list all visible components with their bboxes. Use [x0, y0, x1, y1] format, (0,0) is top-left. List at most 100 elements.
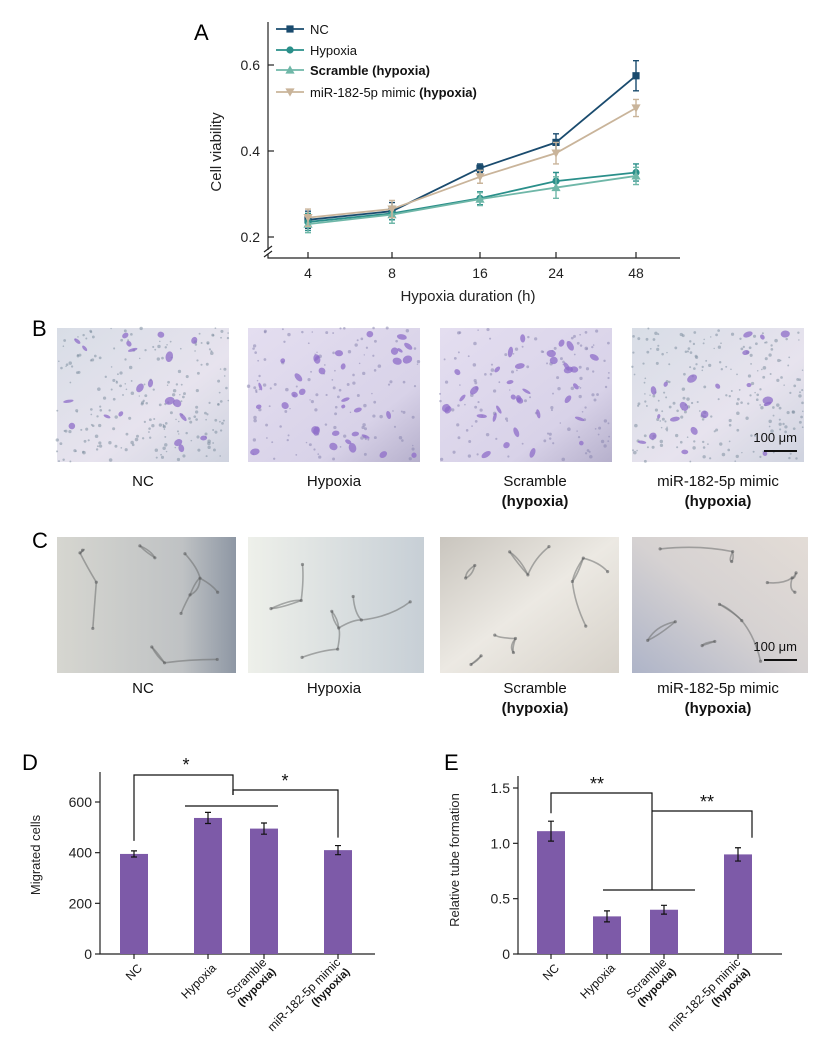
tube-node	[150, 645, 154, 649]
cell-dot	[660, 426, 663, 429]
migrated-cell	[386, 410, 392, 420]
cell-dot	[684, 350, 688, 353]
caption-tube-scramble-hypoxia: (hypoxia)	[502, 700, 569, 717]
cell-dot	[295, 454, 298, 456]
migrated-cell	[469, 386, 479, 395]
cell-dot	[128, 365, 133, 370]
migrated-cell	[178, 444, 185, 453]
migrated-cell	[411, 452, 417, 458]
cell-dot	[474, 405, 478, 409]
cell-dot	[398, 436, 403, 440]
cell-dot	[393, 425, 397, 428]
cell-dot	[735, 402, 739, 406]
cell-dot	[770, 344, 773, 347]
chart-e-ytick-label: 1.5	[491, 780, 511, 796]
migrated-cell	[563, 366, 573, 374]
cell-dot	[713, 430, 716, 433]
cell-dot	[453, 356, 457, 360]
cell-dot	[654, 408, 659, 412]
cell-dot	[776, 403, 780, 407]
cell-dot	[149, 436, 152, 439]
tube-node	[646, 638, 650, 642]
cell-dot	[801, 389, 804, 392]
cell-dot	[220, 329, 224, 333]
cell-dot	[774, 338, 778, 343]
cell-dot	[362, 371, 366, 376]
cell-dot	[405, 329, 410, 333]
tube-node	[408, 600, 412, 604]
micrograph-tube-scramble	[440, 537, 619, 673]
tube-node	[793, 590, 797, 594]
cell-dot	[765, 341, 768, 344]
cell-dot	[659, 420, 662, 422]
cell-dot	[205, 455, 208, 458]
cell-dot	[138, 357, 141, 360]
tube-captions: NC Hypoxia Scramble (hypoxia) miR-182-5p…	[132, 680, 779, 717]
migrated-cell	[281, 402, 289, 410]
cell-dot	[559, 422, 562, 424]
cell-dot	[94, 434, 99, 438]
cell-dot	[689, 340, 692, 343]
cell-dot	[772, 451, 775, 454]
micrograph-tube-hypoxia	[248, 537, 424, 673]
cell-dot	[498, 381, 501, 384]
caption-migration-mimic: miR-182-5p mimic	[657, 473, 779, 490]
triangle-up-marker-icon	[285, 65, 295, 74]
chart-d-ytick-label: 400	[69, 845, 93, 861]
cell-dot	[196, 371, 200, 375]
cell-dot	[120, 338, 124, 342]
cell-dot	[725, 394, 728, 397]
cell-dot	[668, 380, 671, 384]
cell-dot	[738, 389, 741, 391]
cell-dot	[693, 440, 696, 443]
migrated-cell	[529, 448, 536, 458]
cell-dot	[443, 358, 446, 361]
cell-dot	[62, 345, 65, 348]
cell-dot	[737, 397, 740, 401]
cell-dot	[686, 397, 690, 401]
tube-node	[337, 626, 341, 630]
cell-dot	[195, 410, 199, 414]
cell-dot	[332, 332, 335, 334]
cell-dot	[607, 372, 610, 374]
migrated-cell	[334, 350, 344, 357]
cell-dot	[701, 418, 705, 421]
migrated-cell	[341, 404, 346, 409]
bar-chart-migrated-cells: Migrated cells 0 200 400 600 NC Hypoxia Scramb…	[28, 755, 375, 1034]
caption-tube-mimic: miR-182-5p mimic	[657, 680, 779, 697]
cell-dot	[439, 399, 442, 403]
cell-dot	[661, 417, 665, 421]
cell-dot	[333, 425, 337, 430]
migrated-cell	[669, 416, 680, 422]
cell-dot	[372, 326, 375, 330]
cell-dot	[152, 388, 155, 391]
cell-dot	[646, 350, 650, 354]
cell-dot	[651, 445, 655, 449]
cell-dot	[739, 337, 742, 340]
cell-dot	[595, 329, 599, 333]
cell-dot	[750, 434, 753, 437]
cell-dot	[364, 427, 368, 431]
cell-dot	[131, 443, 135, 447]
cell-dot	[377, 364, 382, 368]
cell-dot	[68, 361, 72, 365]
migrated-cell	[313, 354, 321, 364]
cell-dot	[313, 448, 316, 451]
cell-dot	[89, 359, 93, 362]
cell-dot	[464, 403, 466, 406]
migration-micrographs: 100 μm	[55, 326, 804, 463]
cell-dot	[748, 346, 752, 350]
tube-network-texture	[78, 544, 798, 667]
cell-dot	[311, 331, 314, 333]
cell-dot	[212, 442, 215, 444]
migrated-cell	[397, 348, 403, 353]
caption-migration-nc: NC	[132, 473, 154, 490]
tube-node	[790, 576, 794, 580]
cell-dot	[108, 441, 112, 445]
cell-dot	[90, 413, 93, 416]
chart-e-bar	[724, 854, 752, 954]
migrated-cell	[760, 334, 765, 340]
cell-dot	[800, 415, 803, 419]
cell-dot	[548, 432, 552, 436]
cell-dot	[193, 415, 197, 419]
